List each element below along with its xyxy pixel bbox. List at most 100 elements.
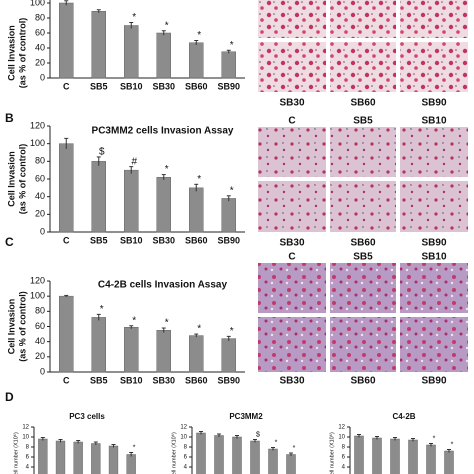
significance-label: * <box>197 174 201 185</box>
x-tick-label: SB60 <box>185 375 208 385</box>
significance-label: * <box>293 445 296 452</box>
y-tick-label: 40 <box>35 42 45 52</box>
bar <box>372 437 382 474</box>
y-tick-label: 8 <box>26 445 30 451</box>
y-tick-label: 4 <box>184 465 188 471</box>
bar <box>390 438 400 474</box>
significance-label: * <box>230 40 234 51</box>
y-tick-label: 6 <box>26 455 30 461</box>
micrograph-label: SB60 <box>350 98 375 109</box>
y-tick-label: 120 <box>30 120 45 130</box>
bar <box>444 450 454 474</box>
bar <box>286 454 296 474</box>
chart-title: PC3MM2 cells Invasion Assay <box>92 126 234 137</box>
bar <box>250 440 260 474</box>
significance-label: * <box>132 315 136 326</box>
x-tick-label: C <box>63 375 70 385</box>
bar <box>91 443 101 474</box>
chart-title: PC3MM2 <box>229 412 263 421</box>
panel-label: D <box>5 390 14 404</box>
y-tick-label: 80 <box>35 156 45 166</box>
significance-label: * <box>275 439 278 446</box>
y-tick-label: 80 <box>35 306 45 316</box>
y-tick-label: 40 <box>35 336 45 346</box>
bar <box>124 169 139 233</box>
x-tick-label: C <box>63 235 70 245</box>
y-axis-label: cell number (X10⁶) <box>12 432 19 474</box>
y-tick-label: 0 <box>40 366 45 376</box>
x-tick-label: SB5 <box>90 81 108 91</box>
y-tick-label: 10 <box>180 435 187 441</box>
bar <box>73 441 83 474</box>
y-tick-label: 60 <box>35 173 45 183</box>
bar <box>124 25 139 79</box>
significance-label: * <box>230 326 234 337</box>
y-tick-label: 0 <box>40 226 45 236</box>
bar <box>59 2 74 79</box>
y-tick-label: 12 <box>22 425 29 431</box>
bar <box>189 187 204 233</box>
significance-label: * <box>100 304 104 315</box>
y-tick-label: 6 <box>184 455 188 461</box>
y-tick-label: 10 <box>338 435 345 441</box>
bar <box>108 445 119 474</box>
bar <box>232 436 242 474</box>
micrograph-label: SB5 <box>353 252 373 263</box>
micrograph-label: SB60 <box>350 376 375 387</box>
y-tick-label: 100 <box>30 138 45 148</box>
bar <box>91 161 106 233</box>
significance-label: * <box>132 12 136 23</box>
chart-title: C4-2B cells Invasion Assay <box>98 280 228 291</box>
micrograph-label: SB10 <box>421 116 446 127</box>
bar <box>156 330 171 373</box>
y-tick-label: 80 <box>35 12 45 22</box>
bar <box>156 32 171 79</box>
micrograph-c <box>258 263 468 372</box>
bar <box>126 454 136 474</box>
y-tick-label: 20 <box>35 209 45 219</box>
chart-title: C4-2B <box>392 412 415 421</box>
bar <box>91 317 106 373</box>
bar <box>221 338 236 373</box>
bar <box>59 143 74 233</box>
bar <box>354 435 364 474</box>
x-tick-label: SB90 <box>217 235 240 245</box>
y-axis-label: cell number (X10⁶) <box>328 432 335 474</box>
micrograph-label: SB60 <box>350 238 375 249</box>
y-tick-label: 20 <box>35 351 45 361</box>
y-tick-label: 60 <box>35 27 45 37</box>
y-tick-label: 12 <box>180 425 187 431</box>
significance-label: * <box>433 435 436 442</box>
y-tick-label: 100 <box>30 0 45 7</box>
bar <box>59 295 74 373</box>
x-tick-label: SB90 <box>217 81 240 91</box>
y-axis-label: cell number (X10⁶) <box>170 432 177 474</box>
y-axis-label: Cell Invasion <box>6 299 16 355</box>
y-axis-label: Cell Invasion <box>6 25 16 81</box>
significance-label: * <box>230 185 234 196</box>
bar <box>214 435 224 474</box>
bar <box>189 42 204 79</box>
bar <box>189 335 204 373</box>
y-tick-label: 8 <box>184 445 188 451</box>
bar <box>124 327 139 373</box>
micrograph-label: SB30 <box>279 98 304 109</box>
x-tick-label: SB10 <box>120 375 143 385</box>
micrograph-label: SB90 <box>421 98 446 109</box>
y-tick-label: 40 <box>35 191 45 201</box>
y-tick-label: 20 <box>35 57 45 67</box>
x-tick-label: SB30 <box>152 235 175 245</box>
y-tick-label: 8 <box>342 445 346 451</box>
micrograph-label: SB10 <box>421 252 446 263</box>
micrograph-label: C <box>288 252 295 263</box>
bar <box>426 444 436 474</box>
micrograph-label: C <box>288 116 295 127</box>
y-tick-label: 12 <box>338 425 345 431</box>
significance-label: * <box>451 441 454 448</box>
significance-label: * <box>165 164 169 175</box>
significance-label: # <box>131 156 137 167</box>
x-tick-label: SB5 <box>90 375 108 385</box>
y-tick-label: 10 <box>22 435 29 441</box>
bar <box>221 51 236 79</box>
x-tick-label: C <box>63 81 70 91</box>
